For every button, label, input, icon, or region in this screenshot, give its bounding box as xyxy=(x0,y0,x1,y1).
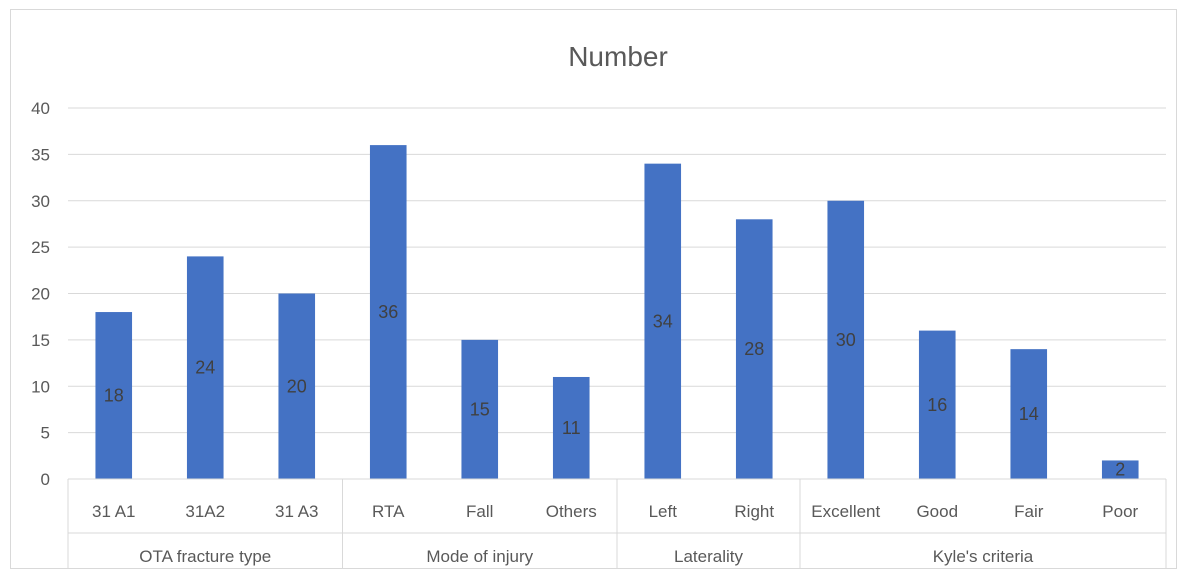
category-label: Left xyxy=(649,502,678,521)
data-label: 14 xyxy=(1019,404,1039,424)
y-tick-label: 15 xyxy=(31,331,50,350)
bar xyxy=(95,312,133,479)
category-label: Excellent xyxy=(811,502,880,521)
data-labels: 18 24 20 36 15 11 34 28 30 16 14 2 xyxy=(104,302,1126,480)
bar xyxy=(186,256,224,479)
data-label: 15 xyxy=(470,399,490,419)
bar xyxy=(369,145,407,479)
category-label: 31 A1 xyxy=(92,502,136,521)
y-axis-ticks: 0 5 10 15 20 25 30 35 40 xyxy=(31,99,50,489)
data-label: 11 xyxy=(562,418,581,438)
y-tick-label: 20 xyxy=(31,285,50,304)
bars xyxy=(95,145,1139,480)
data-label: 18 xyxy=(104,386,124,406)
category-label: Poor xyxy=(1102,502,1138,521)
data-label: 28 xyxy=(744,339,764,359)
data-label: 24 xyxy=(195,358,215,378)
group-label: Laterality xyxy=(674,547,743,566)
y-tick-label: 40 xyxy=(31,99,50,118)
category-label: RTA xyxy=(372,502,405,521)
group-label: OTA fracture type xyxy=(139,547,271,566)
data-label: 34 xyxy=(653,311,673,331)
data-label: 36 xyxy=(378,302,398,322)
chart-title: Number xyxy=(568,41,668,72)
y-tick-label: 25 xyxy=(31,238,50,257)
bar xyxy=(552,376,590,479)
y-tick-label: 0 xyxy=(41,470,50,489)
data-label: 16 xyxy=(927,395,947,415)
y-tick-label: 10 xyxy=(31,377,50,396)
bar xyxy=(1101,460,1139,479)
bar xyxy=(644,163,682,479)
data-label: 30 xyxy=(836,330,856,350)
category-label: Others xyxy=(546,502,597,521)
x-axis: 31 A1 31A2 31 A3 OTA fracture type RTA Fall Ot… xyxy=(67,478,1167,568)
category-label: 31 A3 xyxy=(275,502,319,521)
bar xyxy=(1010,349,1048,479)
bar xyxy=(827,200,865,479)
category-label: 31A2 xyxy=(185,502,225,521)
y-tick-label: 35 xyxy=(31,145,50,164)
group-label: Mode of injury xyxy=(426,547,533,566)
bar xyxy=(735,219,773,480)
category-label: Fair xyxy=(1014,502,1044,521)
y-tick-label: 30 xyxy=(31,192,50,211)
gridlines xyxy=(68,107,1166,480)
bar xyxy=(918,330,956,479)
category-label: Fall xyxy=(466,502,493,521)
bar xyxy=(461,339,499,479)
category-label: Right xyxy=(734,502,774,521)
data-label: 2 xyxy=(1115,460,1125,480)
category-label: Good xyxy=(916,502,958,521)
bar xyxy=(278,293,316,479)
data-label: 20 xyxy=(287,376,307,396)
y-tick-label: 5 xyxy=(41,424,50,443)
group-label: Kyle's criteria xyxy=(933,547,1034,566)
